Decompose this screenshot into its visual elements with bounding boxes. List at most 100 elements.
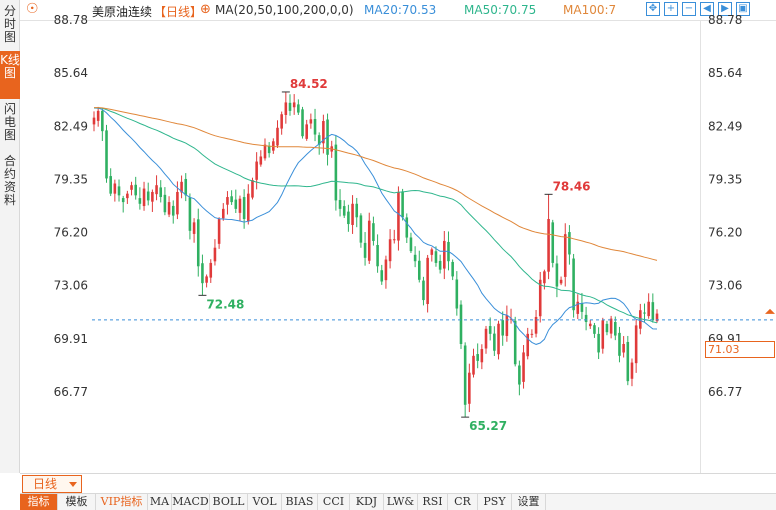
- zoom-out-icon[interactable]: −: [682, 2, 696, 16]
- candle-body-13: [146, 191, 150, 201]
- candle-body-83: [438, 260, 442, 270]
- candle-body-69: [380, 270, 384, 282]
- period-select[interactable]: 日线: [22, 475, 82, 493]
- fullscreen-icon[interactable]: ▣: [736, 2, 750, 16]
- chevron-down-icon: [69, 482, 77, 487]
- candle-body-19: [171, 205, 175, 216]
- sidebar-tab-timeshare[interactable]: 分时图: [3, 4, 16, 44]
- candle-body-71: [388, 239, 392, 262]
- candle-body-60: [342, 206, 346, 216]
- indicator-tab-4[interactable]: MACD: [172, 494, 210, 510]
- candle-body-58: [334, 144, 338, 201]
- indicator-tab-7[interactable]: BIAS: [282, 494, 318, 510]
- candle-body-66: [367, 220, 371, 261]
- prev-icon[interactable]: ◀: [700, 2, 714, 16]
- indicator-tab-8[interactable]: CCI: [318, 494, 350, 510]
- candle-body-75: [405, 217, 409, 238]
- ma100-value: MA100:7: [563, 3, 617, 17]
- candle-body-54: [317, 135, 321, 145]
- candle-body-86: [451, 261, 454, 277]
- candle-body-97: [497, 323, 500, 355]
- candle-body-120: [593, 325, 596, 334]
- candle-body-74: [401, 191, 404, 218]
- candle-body-30: [217, 218, 221, 244]
- candle-body-72: [392, 239, 396, 241]
- indicator-tab-6[interactable]: VOL: [248, 494, 282, 510]
- candle-body-8: [126, 193, 129, 199]
- ma-parameters: MA(20,50,100,200,0,0): [215, 3, 354, 17]
- candle-body-67: [372, 223, 375, 241]
- kline-chart[interactable]: 88.78 88.78 85.64 85.64 82.49 82.49 79.35 79.35…: [0, 0, 776, 473]
- annotation-label-2: 78.46: [553, 179, 591, 193]
- date-axis-bar: 日线: [20, 473, 776, 493]
- candle-body-92: [476, 354, 479, 361]
- zoom-in-icon[interactable]: +: [664, 2, 678, 16]
- candle-body-47: [288, 102, 292, 111]
- ma50-value: MA50:70.75: [464, 3, 537, 17]
- y-tick-left-1: 85.64: [54, 66, 88, 80]
- indicator-tab-10[interactable]: LW&: [384, 494, 418, 510]
- candle-body-87: [455, 279, 459, 309]
- candle-body-43: [272, 141, 275, 151]
- ma20-value: MA20:70.53: [364, 3, 437, 17]
- indicator-tab-13[interactable]: PSY: [478, 494, 512, 510]
- candle-body-36: [242, 197, 246, 219]
- indicator-tab-12[interactable]: CR: [448, 494, 478, 510]
- candle-body-23: [188, 197, 192, 231]
- candle-body-2: [101, 110, 104, 132]
- candle-body-88: [459, 304, 463, 344]
- sidebar-tab-contract-info[interactable]: 合约资料: [3, 154, 16, 207]
- candle-body-94: [484, 328, 488, 349]
- candle-body-110: [551, 222, 555, 263]
- favorite-icon[interactable]: ☉: [26, 1, 39, 17]
- candle-body-103: [522, 352, 525, 382]
- candle-body-14: [151, 191, 154, 202]
- candle-body-101: [513, 320, 517, 365]
- move-icon[interactable]: ✥: [646, 2, 660, 16]
- sidebar-tab-lightning[interactable]: 闪电图: [3, 102, 16, 142]
- candle-body-80: [426, 257, 429, 305]
- candle-body-45: [280, 114, 283, 129]
- candle-body-35: [238, 198, 242, 213]
- candle-body-127: [622, 343, 625, 353]
- candle-body-64: [359, 215, 363, 243]
- candle-body-46: [284, 102, 288, 115]
- candle-body-98: [501, 320, 504, 336]
- candle-body-135: [655, 313, 659, 322]
- indicator-tab-9[interactable]: KDJ: [350, 494, 384, 510]
- candle-body-12: [142, 188, 146, 207]
- indicator-tab-0[interactable]: 指标: [20, 494, 58, 510]
- next-icon[interactable]: ▶: [718, 2, 732, 16]
- candle-body-124: [609, 318, 613, 334]
- chart-header: ☉ 美原油连续 【日线】 ⊕ MA(20,50,100,200,0,0) MA2…: [22, 0, 776, 20]
- annotation-label-0: 84.52: [290, 77, 328, 91]
- indicator-tab-1[interactable]: 模板: [58, 494, 96, 510]
- candle-body-1: [96, 110, 100, 121]
- candle-body-52: [309, 119, 313, 124]
- candle-body-79: [422, 280, 425, 301]
- candle-body-90: [468, 372, 471, 404]
- candle-body-68: [376, 244, 379, 267]
- candle-body-48: [292, 102, 296, 108]
- candle-body-133: [647, 301, 650, 317]
- y-tick-left-6: 69.91: [54, 332, 88, 346]
- settings-icon[interactable]: ⊕: [200, 2, 211, 17]
- candle-body-125: [614, 322, 617, 336]
- candle-body-116: [576, 301, 580, 314]
- y-tick-left-0: 88.78: [54, 13, 88, 27]
- indicator-tab-5[interactable]: BOLL: [210, 494, 248, 510]
- indicator-tab-14[interactable]: 设置: [512, 494, 546, 510]
- candle-body-4: [109, 176, 112, 194]
- candles-group: [92, 91, 659, 418]
- y-tick-right-0: 88.78: [708, 13, 742, 27]
- indicator-tab-2[interactable]: VIP指标: [96, 494, 148, 510]
- candle-body-95: [488, 326, 492, 334]
- indicator-tab-11[interactable]: RSI: [418, 494, 448, 510]
- ma100-line: [94, 107, 658, 261]
- candle-body-132: [643, 312, 646, 314]
- candle-body-34: [234, 199, 238, 209]
- sidebar-tab-kline[interactable]: K线图: [0, 51, 20, 99]
- candle-body-119: [588, 323, 592, 327]
- indicator-tab-3[interactable]: MA: [148, 494, 172, 510]
